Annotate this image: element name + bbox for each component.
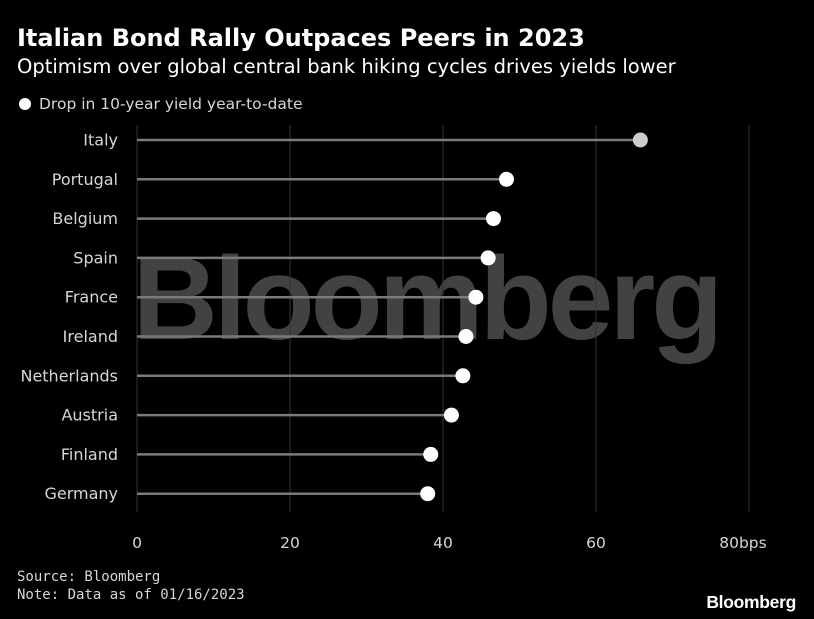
data-point [455,368,471,384]
category-label: Belgium [52,209,118,228]
data-point [485,211,501,227]
data-point [498,171,514,187]
data-point [420,486,436,502]
legend-label: Drop in 10-year yield year-to-date [39,95,303,113]
data-point [632,132,648,148]
data-point [423,446,439,462]
x-tick-label: 80bps [719,534,766,552]
category-label: Austria [61,406,118,425]
category-label: Portugal [52,170,118,189]
x-tick-label: 20 [280,534,300,552]
data-point [458,329,474,344]
x-tick-label: 60 [586,534,606,552]
chart-subtitle: Optimism over global central bank hiking… [17,55,676,78]
bloomberg-logo: Bloomberg [706,592,796,612]
x-tick-label: 0 [132,534,142,552]
legend-dot-icon [19,98,31,110]
x-tick-label: 40 [433,534,453,552]
source-note: Source: Bloomberg Note: Data as of 01/16… [17,568,245,604]
legend: Drop in 10-year yield year-to-date [19,95,303,113]
source-text: Source: Bloomberg [17,569,161,585]
category-label: France [65,288,118,307]
category-label: Germany [44,484,118,503]
category-label: Netherlands [20,366,118,385]
category-label: Spain [73,248,118,267]
data-point [480,250,496,266]
watermark-text: Bloomberg [133,233,720,365]
category-label: Italy [83,131,118,150]
category-label: Ireland [63,327,118,346]
data-point [468,289,484,305]
category-label: Finland [61,445,118,464]
note-text: Note: Data as of 01/16/2023 [17,587,245,603]
data-point [443,407,459,423]
chart-title: Italian Bond Rally Outpaces Peers in 202… [17,24,585,52]
